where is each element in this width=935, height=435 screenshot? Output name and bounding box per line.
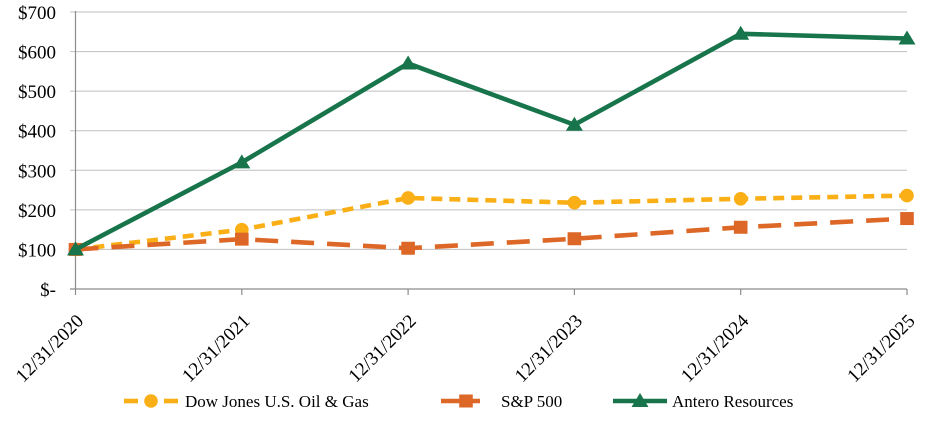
gridlines [70, 11, 907, 250]
square-marker [900, 212, 914, 226]
circle-marker [900, 188, 914, 203]
y-tick-label: $300 [18, 161, 56, 182]
legend-label-sp500: S&P 500 [501, 392, 562, 411]
y-tick-label: $- [40, 280, 56, 301]
circle-marker [567, 195, 582, 210]
y-tick-label: $500 [18, 82, 56, 103]
triangle-marker [233, 154, 251, 169]
legend-item-sp500: S&P 500 [441, 392, 562, 411]
y-tick-label: $600 [18, 43, 56, 64]
y-tick-label: $200 [18, 201, 56, 222]
square-marker [733, 220, 748, 234]
y-tick-label: $700 [18, 3, 56, 24]
square-marker [401, 241, 415, 255]
triangle-marker [898, 30, 916, 45]
y-tick-label: $100 [18, 240, 56, 261]
triangle-marker [631, 393, 649, 407]
legend-sample-sp500 [441, 394, 480, 408]
x-tick-label: 12/31/2021 [178, 311, 254, 387]
x-tick-label: 12/31/2023 [511, 311, 587, 387]
x-tick-label: 12/31/2020 [12, 311, 88, 387]
series-lines-and-markers [67, 25, 916, 257]
triangle-marker [399, 55, 417, 70]
circle-marker [401, 191, 415, 205]
square-marker [459, 394, 473, 408]
legend-label-dow-jones: Dow Jones U.S. Oil & Gas [185, 392, 369, 411]
x-tick-label: 12/31/2024 [677, 310, 753, 386]
legend-label-antero: Antero Resources [672, 392, 793, 411]
x-axis-labels: 12/31/2020 12/31/2021 12/31/2022 12/31/2023… [12, 310, 920, 386]
legend: Dow Jones U.S. Oil & Gas S&P 500 Antero … [124, 392, 793, 411]
series-line [74, 31, 908, 252]
circle-marker [144, 394, 158, 408]
y-axis-labels: $- $100 $200 $300 $400 $500 $600 $700 [18, 3, 56, 301]
square-marker [235, 232, 249, 246]
legend-sample-dow-jones [124, 394, 178, 408]
axes [70, 11, 908, 295]
legend-item-dow-jones: Dow Jones U.S. Oil & Gas [124, 392, 369, 411]
triangle-marker [732, 25, 750, 40]
square-marker [567, 232, 582, 246]
x-tick-label: 12/31/2025 [843, 311, 919, 387]
series-line [75, 216, 908, 252]
legend-item-antero: Antero Resources [613, 392, 793, 411]
series-line [75, 193, 908, 252]
circle-marker [733, 191, 748, 206]
x-tick-label: 12/31/2022 [345, 311, 421, 387]
y-tick-label: $400 [18, 122, 56, 143]
triangle-marker [67, 241, 84, 256]
triangle-marker [565, 116, 583, 131]
legend-sample-antero [613, 393, 667, 407]
